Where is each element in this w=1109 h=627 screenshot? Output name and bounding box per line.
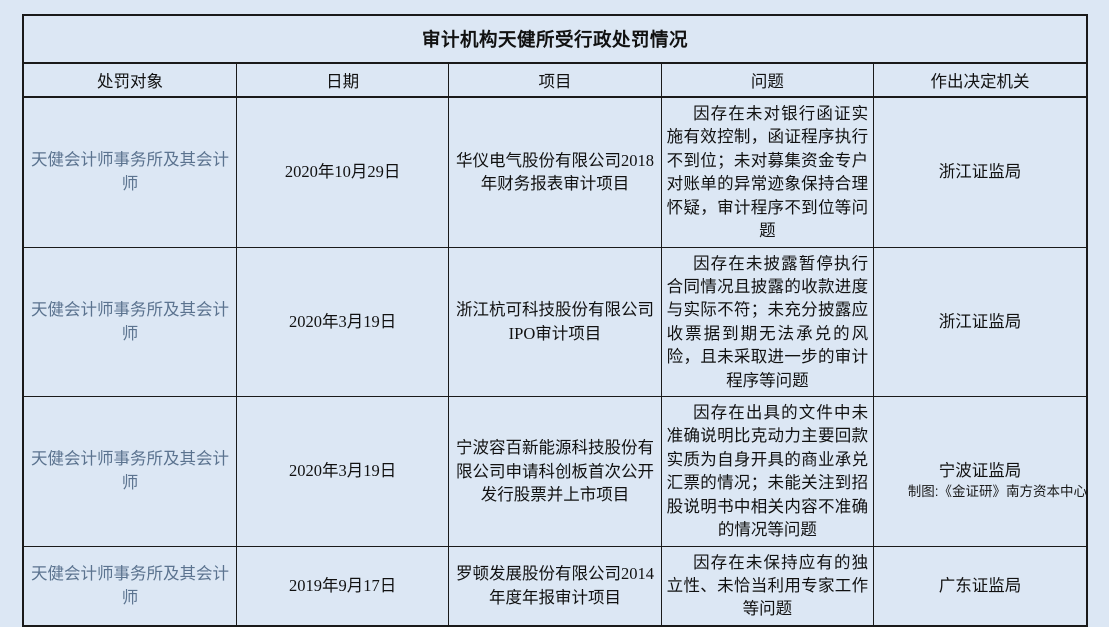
cell-authority: 宁波证监局 — [873, 396, 1086, 547]
punishment-table: 审计机构天健所受行政处罚情况 处罚对象 日期 项目 问题 作出决定机关 天健会计… — [24, 16, 1086, 625]
cell-subject: 天健会计师事务所及其会计师 — [24, 396, 237, 547]
cell-date: 2020年10月29日 — [235, 96, 450, 248]
punishment-table-container: 审计机构天健所受行政处罚情况 处罚对象 日期 项目 问题 作出决定机关 天健会计… — [22, 14, 1088, 627]
cell-authority: 浙江证监局 — [873, 246, 1086, 398]
cell-project: 罗顿发展股份有限公司2014年度年报审计项目 — [448, 545, 662, 625]
cell-date: 2020年3月19日 — [235, 396, 450, 547]
table-row: 天健会计师事务所及其会计师 2020年10月29日 华仪电气股份有限公司2018… — [24, 96, 1086, 248]
column-header-authority: 作出决定机关 — [873, 63, 1086, 98]
column-header-subject: 处罚对象 — [24, 63, 237, 98]
column-header-project: 项目 — [448, 63, 662, 98]
cell-subject: 天健会计师事务所及其会计师 — [24, 96, 237, 248]
column-header-date: 日期 — [235, 63, 450, 98]
cell-date: 2020年3月19日 — [235, 246, 450, 398]
table-title-row: 审计机构天健所受行政处罚情况 — [24, 16, 1086, 64]
cell-project: 浙江杭可科技股份有限公司IPO审计项目 — [448, 246, 662, 398]
table-header-row: 处罚对象 日期 项目 问题 作出决定机关 — [24, 63, 1086, 98]
cell-project: 华仪电气股份有限公司2018年财务报表审计项目 — [448, 96, 662, 248]
screenshot-root: 审计机构天健所受行政处罚情况 处罚对象 日期 项目 问题 作出决定机关 天健会计… — [22, 14, 1088, 627]
cell-issue: 因存在出具的文件中未准确说明比克动力主要回款实质为自身开具的商业承兑汇票的情况；… — [660, 396, 875, 547]
cell-authority: 广东证监局 — [873, 545, 1086, 625]
cell-date: 2019年9月17日 — [235, 545, 450, 625]
table-row: 天健会计师事务所及其会计师 2019年9月17日 罗顿发展股份有限公司2014年… — [24, 545, 1086, 625]
cell-subject: 天健会计师事务所及其会计师 — [24, 545, 237, 625]
cell-subject: 天健会计师事务所及其会计师 — [24, 246, 237, 398]
table-row: 天健会计师事务所及其会计师 2020年3月19日 宁波容百新能源科技股份有限公司… — [24, 396, 1086, 547]
cell-issue: 因存在未对银行函证实施有效控制，函证程序执行不到位；未对募集资金专户对账单的异常… — [660, 96, 875, 248]
column-header-issue: 问题 — [660, 63, 875, 98]
table-title: 审计机构天健所受行政处罚情况 — [24, 16, 1086, 64]
cell-issue: 因存在未保持应有的独立性、未恰当利用专家工作等问题 — [660, 545, 875, 625]
cell-issue: 因存在未披露暂停执行合同情况且披露的收款进度与实际不符；未充分披露应收票据到期无… — [660, 246, 875, 398]
table-row: 天健会计师事务所及其会计师 2020年3月19日 浙江杭可科技股份有限公司IPO… — [24, 246, 1086, 398]
cell-authority: 浙江证监局 — [873, 96, 1086, 248]
cell-project: 宁波容百新能源科技股份有限公司申请科创板首次公开发行股票并上市项目 — [448, 396, 662, 547]
credit-line: 制图:《金证研》南方资本中心 — [907, 484, 1087, 499]
